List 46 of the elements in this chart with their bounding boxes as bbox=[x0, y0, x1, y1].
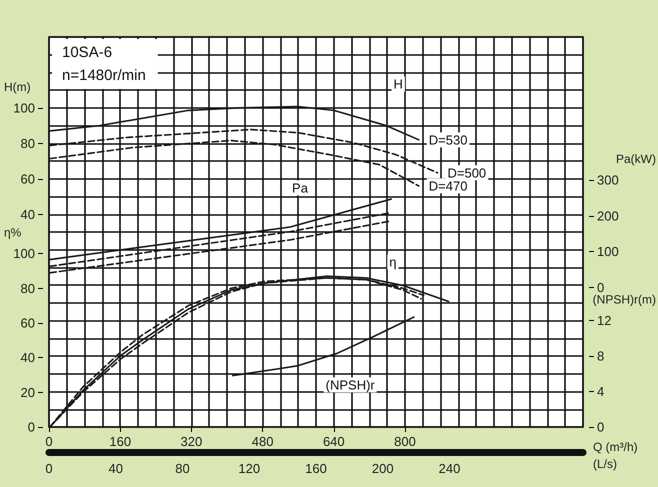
x2-tick-label: 200 bbox=[372, 461, 394, 476]
y2-axis-title: (NPSH)r(m) bbox=[592, 292, 656, 307]
y-tick-label: 100 bbox=[13, 246, 35, 262]
y-axis-title: H(m) bbox=[4, 80, 31, 94]
y-tick-label: 40 bbox=[20, 350, 35, 366]
x-tick-label: 640 bbox=[322, 434, 345, 449]
y2-tick-label: 100 bbox=[597, 244, 619, 260]
x2-tick-label: 80 bbox=[175, 461, 190, 476]
y2-tick-label: 0 bbox=[597, 280, 604, 295]
series-label: D=500 bbox=[447, 165, 486, 180]
x2-tick-label: 40 bbox=[108, 461, 123, 476]
y2-tick-label: 4 bbox=[597, 384, 604, 400]
x-axis-title: Q (m³/h) bbox=[593, 440, 638, 454]
y2-tick-label: 200 bbox=[597, 208, 619, 224]
y2-axis-title: Pa(kW) bbox=[616, 152, 656, 166]
series-label: D=470 bbox=[428, 178, 468, 194]
x2-axis-title: (L/s) bbox=[593, 457, 618, 471]
annotation: (NPSH)r bbox=[326, 377, 376, 392]
y2-tick-label: 12 bbox=[597, 313, 612, 328]
y-tick-label: 80 bbox=[20, 280, 35, 296]
text: n=1480r/min bbox=[62, 67, 146, 84]
x-tick-label: 160 bbox=[109, 434, 132, 449]
annotation: η bbox=[389, 254, 397, 270]
y-tick-label: 40 bbox=[20, 206, 35, 222]
x-tick-label: 0 bbox=[45, 434, 53, 449]
y-tick-label: 60 bbox=[20, 316, 35, 330]
y2-tick-label: 8 bbox=[597, 348, 604, 364]
x2-tick-label: 160 bbox=[305, 461, 327, 476]
annotation: Pa bbox=[292, 180, 309, 196]
x2-tick-label: 120 bbox=[238, 461, 260, 476]
x2-tick-label: 0 bbox=[45, 461, 53, 476]
y-tick-label: 100 bbox=[13, 100, 35, 116]
text: 10SA-6 bbox=[62, 44, 112, 61]
x2-tick-label: 240 bbox=[438, 461, 460, 476]
y-tick-label: 60 bbox=[20, 171, 35, 186]
x-tick-label: 320 bbox=[180, 434, 202, 449]
y-axis-title: η% bbox=[4, 226, 22, 240]
y-tick-label: 20 bbox=[20, 384, 35, 400]
y2-tick-label: 0 bbox=[597, 420, 604, 434]
annotation: H bbox=[394, 76, 403, 92]
series-label: D=530 bbox=[428, 132, 468, 148]
y-tick-label: 80 bbox=[20, 136, 35, 151]
y2-tick-label: 300 bbox=[597, 172, 619, 188]
x-tick-label: 800 bbox=[394, 434, 416, 449]
x-tick-label: 480 bbox=[252, 434, 274, 449]
y-tick-label: 0 bbox=[28, 420, 35, 434]
